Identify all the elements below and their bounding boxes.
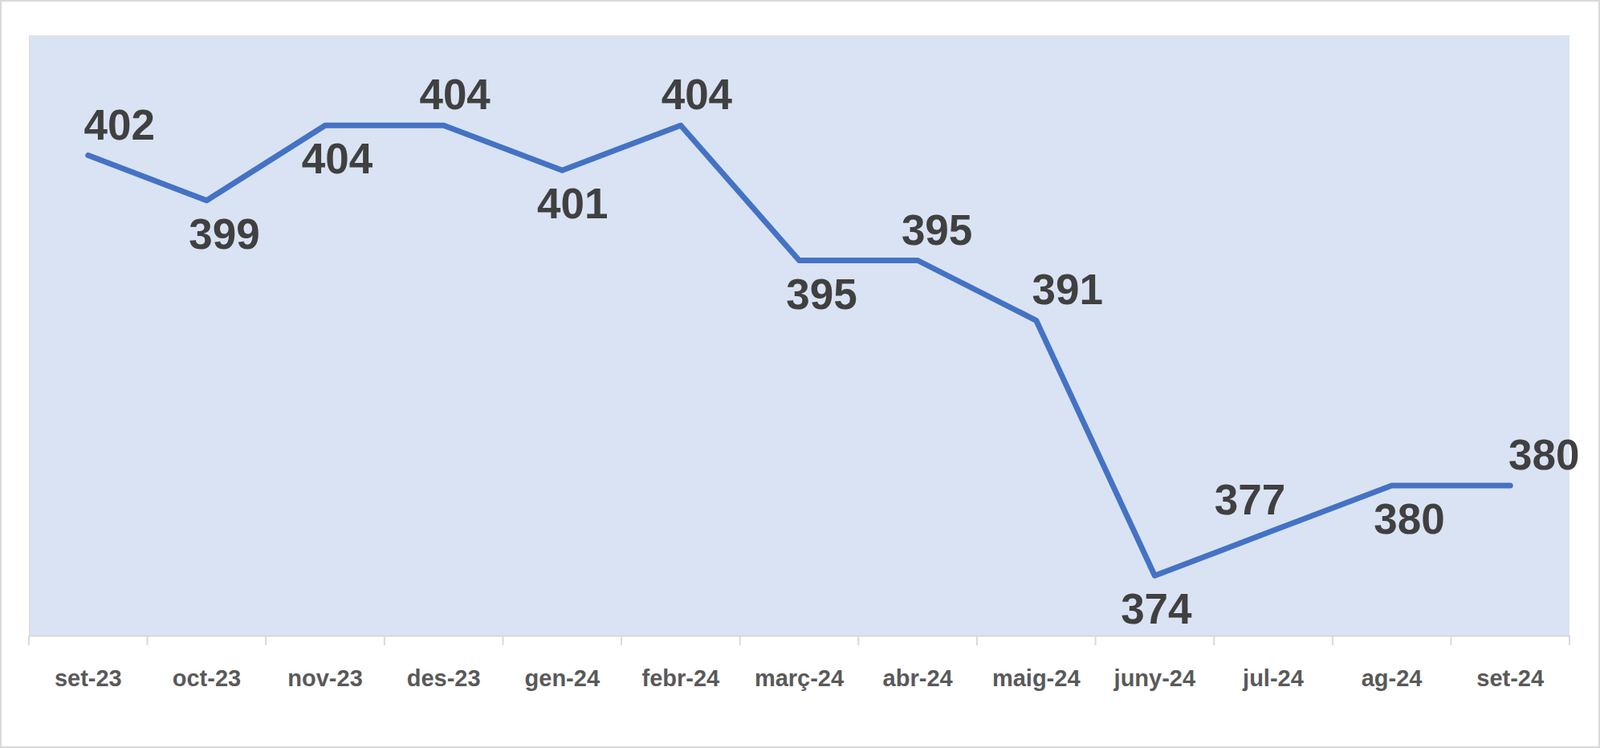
x-divider: [1213, 635, 1215, 646]
data-label: 374: [1120, 585, 1193, 633]
x-tick: set-24: [1476, 635, 1544, 692]
data-label: 404: [301, 134, 374, 183]
plot-area: [28, 35, 1570, 636]
x-tick: març-24: [754, 635, 844, 692]
x-divider: [383, 635, 386, 646]
data-label: 395: [901, 206, 973, 254]
line: [88, 125, 1511, 576]
x-tick-label: març-24: [754, 665, 844, 692]
x-divider: [976, 635, 978, 646]
x-tick-label: ag-24: [1361, 665, 1423, 692]
x-tick-label: gen-24: [525, 665, 600, 692]
x-divider: [28, 635, 30, 646]
x-divider: [739, 635, 741, 646]
x-tick-label: juny-24: [1113, 665, 1197, 692]
data-label: 380: [1373, 495, 1445, 543]
x-tick: des-23: [407, 635, 481, 692]
x-divider: [501, 635, 504, 646]
x-tick: ag-24: [1361, 635, 1423, 692]
x-divider: [1568, 635, 1571, 646]
x-tick-label: oct-23: [172, 665, 241, 692]
data-label: 402: [84, 101, 155, 149]
x-tick-label: jul-24: [1241, 665, 1304, 692]
series-group: [88, 125, 1511, 576]
x-tick-label: maig-24: [992, 665, 1081, 692]
x-tick: juny-24: [1113, 635, 1197, 692]
x-tick-label: set-23: [54, 665, 123, 692]
data-label: 395: [785, 270, 857, 318]
x-divider: [1331, 635, 1334, 646]
x-tick: jul-24: [1241, 635, 1304, 692]
x-tick: abr-24: [883, 635, 953, 692]
data-label: 391: [1032, 265, 1104, 314]
x-dividers: [28, 635, 1570, 646]
x-divider: [1095, 635, 1097, 646]
data-label: 377: [1214, 476, 1286, 524]
x-divider: [146, 635, 149, 646]
data-label: 399: [188, 210, 260, 258]
x-tick-label: set-24: [1476, 665, 1544, 692]
x-axis: set-23 oct-23 nov-23 des-23 gen-24 febr-24 mar…: [29, 635, 1571, 692]
x-tick-label: des-23: [407, 665, 481, 692]
x-tick: maig-24: [992, 635, 1081, 692]
y-axis-line: [28, 36, 30, 637]
x-tick: nov-23: [287, 635, 363, 692]
x-tick-label: febr-24: [642, 665, 721, 692]
x-tick: oct-23: [172, 635, 241, 692]
data-label: 380: [1508, 431, 1580, 479]
x-tick: febr-24: [642, 635, 721, 692]
x-divider: [857, 635, 860, 646]
y-axis: [28, 36, 30, 637]
chart-frame: [0, 0, 1600, 748]
x-tick: gen-24: [525, 635, 600, 692]
x-tick-label: abr-24: [883, 665, 953, 692]
x-divider: [620, 635, 623, 646]
data-labels: 402 399 404 404 401 404 395 395 391 374 377 380 380: [84, 70, 1580, 633]
x-tick-label: nov-23: [287, 665, 363, 692]
x-divider: [264, 635, 267, 646]
x-divider: [1449, 635, 1452, 646]
chart: set-23 oct-23 nov-23 des-23 gen-24 febr-24 mar…: [0, 0, 1600, 748]
data-label: 401: [537, 179, 608, 228]
x-tick: set-23: [54, 635, 123, 692]
data-label: 404: [419, 70, 491, 119]
x-axis-line: [29, 635, 1571, 638]
data-label: 404: [661, 70, 733, 119]
